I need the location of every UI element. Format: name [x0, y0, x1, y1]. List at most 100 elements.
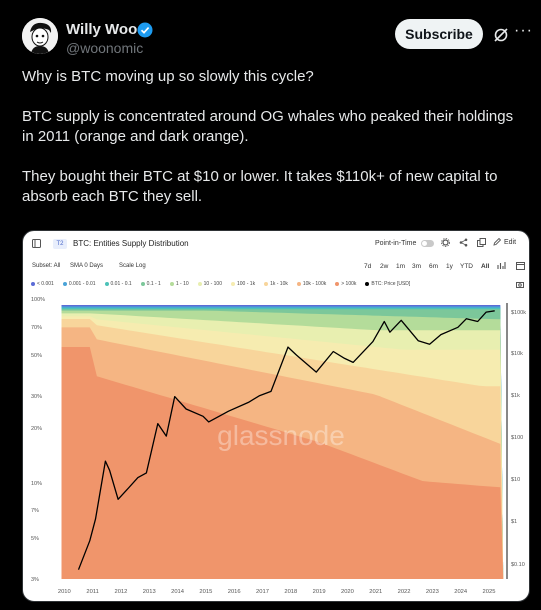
legend-label: > 100k	[341, 281, 357, 287]
tweet-paragraph: BTC supply is concentrated around OG wha…	[22, 108, 514, 145]
legend-swatch	[296, 281, 301, 286]
verified-badge-icon	[137, 22, 153, 38]
x-tick-label: 2017	[256, 589, 269, 595]
legend-swatch	[31, 281, 35, 286]
range-ytd[interactable]: YTD	[460, 263, 473, 270]
x-tick-label: 2023	[426, 589, 439, 595]
gear-icon[interactable]	[441, 238, 450, 249]
legend-swatch	[104, 281, 109, 286]
edit-icon[interactable]	[493, 237, 502, 248]
x-tick-label: 2011	[86, 589, 98, 595]
camera-icon[interactable]	[516, 281, 524, 290]
sidebar-toggle-icon[interactable]	[32, 239, 41, 250]
x-tick-label: 2013	[143, 589, 156, 595]
legend-swatch	[231, 281, 235, 286]
avatar[interactable]	[22, 18, 58, 54]
range-all[interactable]: All	[481, 263, 490, 270]
chart-image-card[interactable]: T2 BTC: Entities Supply Distribution Poi…	[22, 230, 530, 602]
legend-label: 0.01 - 0.1	[110, 281, 132, 287]
legend-swatch	[169, 281, 174, 286]
edit-label[interactable]: Edit	[504, 239, 517, 246]
y-left-tick-label: 100%	[31, 297, 45, 303]
y-left-tick-label: 50%	[31, 353, 42, 359]
range-1m[interactable]: 1m	[396, 263, 406, 270]
more-options-icon[interactable]: ···	[514, 22, 533, 39]
x-tick-label: 2012	[114, 589, 127, 595]
legend-item[interactable]: 0.01 - 0.1	[104, 281, 132, 287]
legend-item[interactable]: 1k - 10k	[264, 281, 288, 287]
legend-label: BTC: Price [USD]	[371, 281, 411, 287]
x-tick-label: 2024	[454, 589, 468, 595]
legend-item[interactable]: 0.1 - 1	[140, 281, 161, 287]
legend-label: 1 - 10	[175, 281, 189, 287]
legend-swatch	[365, 281, 370, 286]
user-handle[interactable]: @woonomic	[66, 40, 144, 56]
x-tick-label: 2015	[199, 589, 212, 595]
legend-item[interactable]: 100 - 1k	[231, 281, 255, 287]
tweet-paragraph: Why is BTC moving up so slowly this cycl…	[22, 68, 314, 85]
price-line	[77, 310, 495, 570]
y-right-tick-label: $1	[511, 519, 517, 525]
copy-icon[interactable]	[477, 238, 486, 249]
legend-item[interactable]: 0.001 - 0.01	[62, 281, 96, 287]
point-in-time-toggle[interactable]	[421, 240, 434, 247]
legend-label: 10 - 100	[203, 281, 222, 287]
x-tick-label: 2020	[341, 589, 354, 595]
chart-legend: < 0.001 0.001 - 0.01 0.01 - 0.1 0.1 - 1 1 - …	[31, 281, 501, 290]
legend-item[interactable]: < 0.001	[31, 281, 54, 287]
range-2w[interactable]: 2w	[380, 263, 389, 270]
chart-type-icon[interactable]	[497, 261, 506, 272]
sma-select[interactable]: SMA 0 Days	[70, 263, 104, 269]
legend-item[interactable]: 10 - 100	[197, 281, 222, 287]
point-in-time-label: Point-in-Time	[375, 240, 417, 247]
legend-item[interactable]: 10k - 100k	[296, 281, 327, 287]
y-right-tick-label: $10k	[511, 351, 523, 357]
display-name[interactable]: Willy Woo	[66, 21, 138, 38]
grok-icon[interactable]	[492, 26, 510, 44]
y-right-tick-label: $10	[511, 477, 520, 483]
y-left-tick-label: 3%	[31, 577, 39, 583]
tweet-header: Willy Woo @woonomic Subscribe ···	[0, 0, 541, 70]
legend-swatch	[197, 281, 202, 286]
x-tick-label: 2018	[284, 589, 297, 595]
legend-swatch	[62, 281, 67, 286]
x-tick-label: 2010	[58, 589, 71, 595]
legend-swatch	[335, 281, 340, 286]
range-1y[interactable]: 1y	[446, 263, 453, 270]
y-left-tick-label: 20%	[31, 426, 42, 432]
subset-select[interactable]: Subset: All	[32, 263, 61, 269]
scale-select[interactable]: Scale Log	[119, 263, 146, 269]
x-tick-label: 2014	[171, 589, 185, 595]
y-right-tick-label: $100	[511, 435, 523, 441]
x-tick-label: 2022	[398, 589, 411, 595]
chart-plot: glassnode 100% 70% 50% 30% 20% 10% 7% 5% 3% $100k $…	[31, 297, 526, 595]
legend-item[interactable]: BTC: Price [USD]	[365, 281, 410, 287]
legend-swatch	[140, 281, 145, 286]
legend-label: < 0.001	[37, 281, 54, 287]
y-left-tick-label: 10%	[31, 481, 42, 487]
x-tick-label: 2021	[369, 589, 382, 595]
chart-title: BTC: Entities Supply Distribution	[73, 239, 189, 248]
share-icon[interactable]	[459, 238, 468, 249]
x-tick-label: 2025	[483, 589, 496, 595]
tweet-text: Why is BTC moving up so slowly this cycl…	[22, 67, 522, 207]
legend-item[interactable]: 1 - 10	[169, 281, 189, 287]
y-left-tick-label: 7%	[31, 508, 39, 514]
range-6m[interactable]: 6m	[429, 263, 439, 270]
y-right-tick-label: $100k	[511, 310, 526, 316]
tweet-paragraph: They bought their BTC at $10 or lower. I…	[22, 168, 498, 205]
range-7d[interactable]: 7d	[364, 263, 372, 270]
range-3m[interactable]: 3m	[412, 263, 422, 270]
x-tick-label: 2016	[228, 589, 241, 595]
supply-band-9	[61, 347, 504, 579]
legend-label: 0.001 - 0.01	[68, 281, 96, 287]
legend-label: 10k - 100k	[302, 281, 327, 287]
calendar-icon[interactable]	[516, 261, 525, 272]
watermark: glassnode	[217, 420, 345, 451]
legend-label: 100 - 1k	[237, 281, 256, 287]
tier-badge: T2	[53, 239, 67, 249]
y-right-tick-label: $1k	[511, 393, 520, 399]
subscribe-button[interactable]: Subscribe	[395, 19, 483, 49]
y-left-tick-label: 70%	[31, 325, 42, 331]
legend-item[interactable]: > 100k	[335, 281, 356, 287]
